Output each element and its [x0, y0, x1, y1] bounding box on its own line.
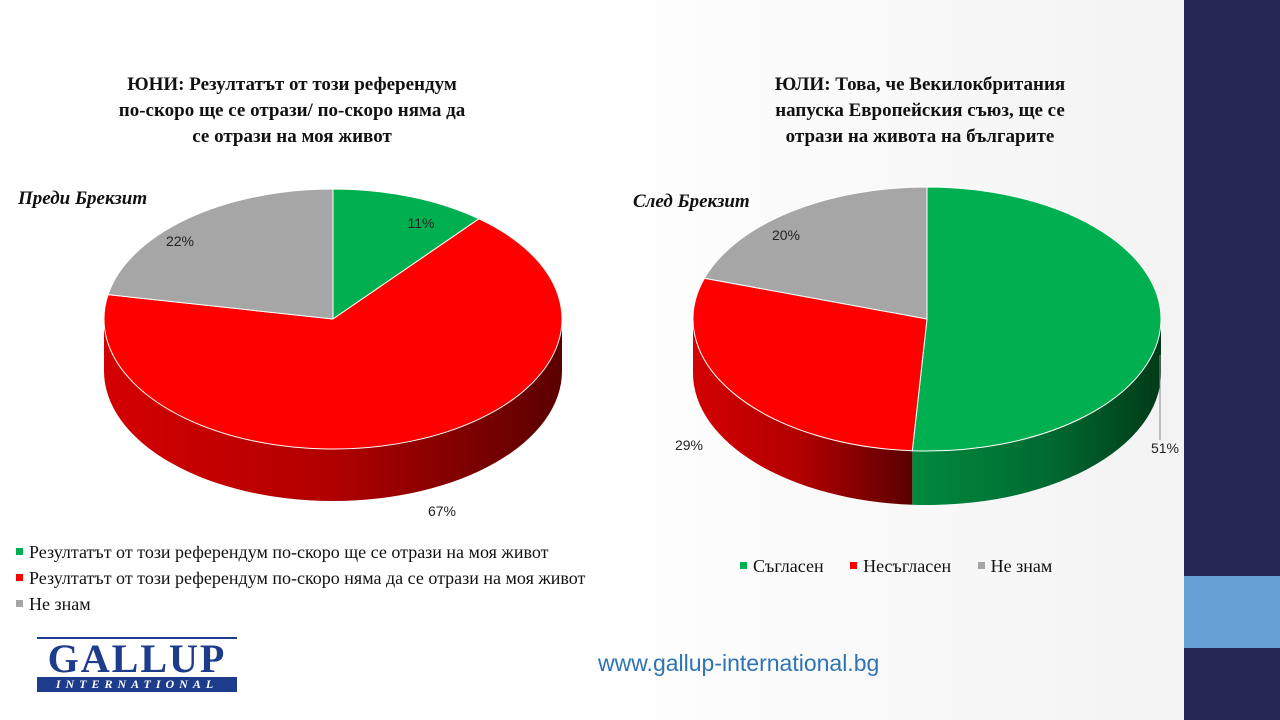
chart-2-title-line-1: ЮЛИ: Това, че Векилокбритания	[774, 74, 1066, 95]
legend-item: Не знам	[16, 591, 585, 617]
chart-2-legend: Съгласен Несъгласен Не знам	[740, 556, 1074, 577]
chart-1-title-line-1: ЮНИ: Резултатът от този референдум	[127, 74, 457, 95]
legend-item: Не знам	[977, 556, 1053, 577]
gallup-logo: GALLUP INTERNATIONAL	[37, 637, 237, 693]
logo-main-text: GALLUP	[47, 636, 227, 681]
pie-slice-side	[104, 319, 562, 501]
legend-label: Несъгласен	[863, 556, 952, 576]
pie-slice	[911, 186, 1162, 452]
chart-1-title: ЮНИ: Резултатът от този референдум по-ск…	[80, 72, 504, 150]
logo-band-text: INTERNATIONAL	[37, 677, 237, 692]
chart-1-subtitle: Преди Брекзит	[18, 188, 148, 209]
legend-item: Резултатът от този референдум по-скоро щ…	[16, 539, 585, 565]
pie-value-label: 20%	[772, 227, 800, 243]
pie-charts-canvas: 11% 67% 22% 51% 29% 20%	[103, 186, 1179, 519]
chart-1-title-line-3: се отрази на моя живот	[192, 126, 392, 147]
pie-slice	[103, 218, 563, 450]
legend-label: Резултатът от този референдум по-скоро н…	[29, 568, 586, 588]
pie-chart-after-brexit: 51% 29% 20%	[675, 186, 1179, 505]
chart-1-legend: Резултатът от този референдум по-скоро щ…	[16, 539, 585, 617]
logo-rule	[37, 637, 237, 639]
pie-slice	[107, 188, 334, 320]
legend-swatch-gray	[16, 600, 23, 608]
legend-swatch-gray	[977, 562, 985, 570]
pie-slice	[703, 186, 928, 320]
pie-slice	[692, 277, 928, 452]
pie-slice-side	[912, 319, 1161, 505]
legend-label: Съгласен	[753, 556, 824, 576]
side-accent-bar	[1184, 0, 1280, 576]
legend-item: Съгласен	[740, 556, 824, 577]
pie-slice	[332, 188, 480, 320]
side-accent-bar-bottom	[1184, 648, 1280, 720]
pie-value-label: 51%	[1151, 440, 1179, 456]
legend-swatch-green	[16, 548, 23, 556]
pie-value-label: 22%	[166, 233, 194, 249]
side-accent-bar-light	[1184, 576, 1280, 648]
chart-2-subtitle: След Брекзит	[633, 191, 750, 212]
pie-value-label: 67%	[428, 503, 456, 519]
legend-swatch-red	[16, 574, 23, 582]
legend-swatch-green	[740, 562, 747, 570]
chart-2-title-line-3: отрази на живота на българите	[785, 126, 1055, 147]
chart-2-title: ЮЛИ: Това, че Векилокбритания напуска Ев…	[720, 72, 1120, 150]
pie-slice-side	[693, 319, 913, 505]
legend-item: Резултатът от този референдум по-скоро н…	[16, 565, 585, 591]
legend-swatch-red	[850, 562, 858, 570]
legend-item: Несъгласен	[850, 556, 951, 577]
chart-1-title-line-2: по-скоро ще се отрази/ по-скоро няма да	[118, 100, 466, 121]
legend-label: Резултатът от този референдум по-скоро щ…	[29, 542, 549, 562]
chart-2-title-line-2: напуска Европейския съюз, ще се	[775, 100, 1065, 121]
legend-label: Не знам	[29, 594, 91, 614]
legend-label: Не знам	[990, 556, 1053, 576]
pie-value-label: 29%	[675, 437, 703, 453]
website-link[interactable]: www.gallup-international.bg	[598, 650, 880, 676]
pie-chart-before-brexit: 11% 67% 22%	[103, 188, 563, 519]
pie-value-label: 11%	[408, 215, 435, 231]
